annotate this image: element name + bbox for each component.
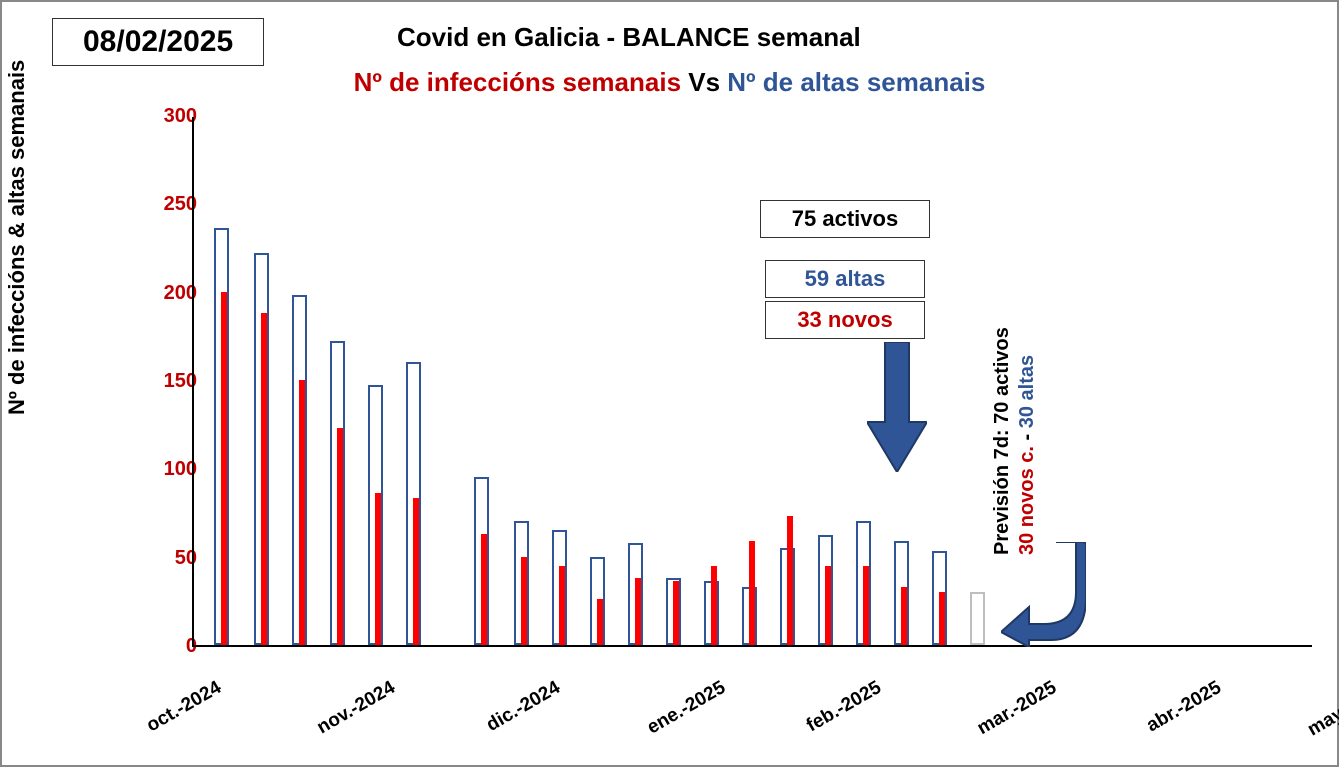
- subtitle: Nº de infeccións semanais Vs Nº de altas…: [2, 67, 1337, 98]
- bar-novos: [939, 592, 945, 645]
- bar-novos: [825, 566, 831, 646]
- subtitle-altas: Nº de altas semanais: [727, 67, 985, 97]
- bar-novos: [711, 566, 717, 646]
- x-tick-label: feb.-2025: [803, 677, 885, 737]
- y-tick-label: 300: [147, 105, 197, 128]
- bar-novos: [521, 557, 527, 645]
- arrow-down-icon: [867, 342, 927, 472]
- chart-container: 08/02/2025 Covid en Galicia - BALANCE se…: [0, 0, 1339, 767]
- subtitle-infections: Nº de infeccións semanais: [354, 67, 681, 97]
- forecast-line2-altas: 30 altas: [1016, 355, 1038, 428]
- y-tick-label: 150: [147, 370, 197, 393]
- bar-novos: [673, 581, 679, 645]
- bar-novos: [221, 292, 227, 645]
- bar-novos: [299, 380, 305, 645]
- annotation-altas-text: 59 altas: [805, 266, 886, 291]
- subtitle-connector: Vs: [681, 67, 727, 97]
- y-tick-label: 200: [147, 282, 197, 305]
- y-tick-label: 100: [147, 458, 197, 481]
- forecast-line2-sep: -: [1016, 428, 1038, 446]
- forecast-line2: 30 novos c. - 30 altas: [1016, 355, 1039, 555]
- x-tick-label: ene.-2025: [644, 677, 730, 739]
- y-tick-label: 250: [147, 193, 197, 216]
- x-tick-label: mar.-2025: [974, 677, 1061, 740]
- annotation-activos-text: 75 activos: [792, 206, 898, 231]
- x-tick-label: dic.-2024: [483, 677, 564, 737]
- date-box: 08/02/2025: [52, 18, 264, 66]
- bar-novos: [559, 566, 565, 646]
- forecast-line2-novos: 30 novos c.: [1016, 446, 1038, 555]
- bar-novos: [863, 566, 869, 646]
- x-tick-label: nov.-2024: [314, 677, 400, 739]
- annotation-activos: 75 activos: [760, 200, 930, 238]
- bar-novos: [413, 498, 419, 645]
- x-tick-label: abr.-2025: [1143, 677, 1225, 737]
- annotation-altas: 59 altas: [765, 260, 925, 298]
- arrow-curve-icon: [1001, 542, 1086, 647]
- y-axis-label: Nº de infeccións & altas semanais: [4, 60, 30, 415]
- forecast-line1: Previsión 7d: 70 activos: [991, 327, 1014, 555]
- bar-novos: [375, 493, 381, 645]
- x-tick-label: oct.-2024: [143, 677, 225, 737]
- bar-novos: [635, 578, 641, 645]
- bar-novos: [481, 534, 487, 645]
- annotation-novos-text: 33 novos: [797, 307, 892, 332]
- bar-novos: [261, 313, 267, 645]
- bar-novos: [901, 587, 907, 645]
- y-tick-label: 0: [147, 635, 197, 658]
- bar-novos: [749, 541, 755, 645]
- x-tick-label: may.-2025: [1304, 677, 1339, 741]
- plot-area: [192, 117, 1312, 647]
- bar-forecast: [970, 592, 985, 645]
- bar-novos: [787, 516, 793, 645]
- bar-novos: [337, 428, 343, 645]
- forecast-line1-text: Previsión 7d: 70 activos: [991, 327, 1013, 555]
- main-title: Covid en Galicia - BALANCE semanal: [397, 22, 861, 53]
- bar-novos: [597, 599, 603, 645]
- annotation-novos: 33 novos: [765, 301, 925, 339]
- y-tick-label: 50: [147, 547, 197, 570]
